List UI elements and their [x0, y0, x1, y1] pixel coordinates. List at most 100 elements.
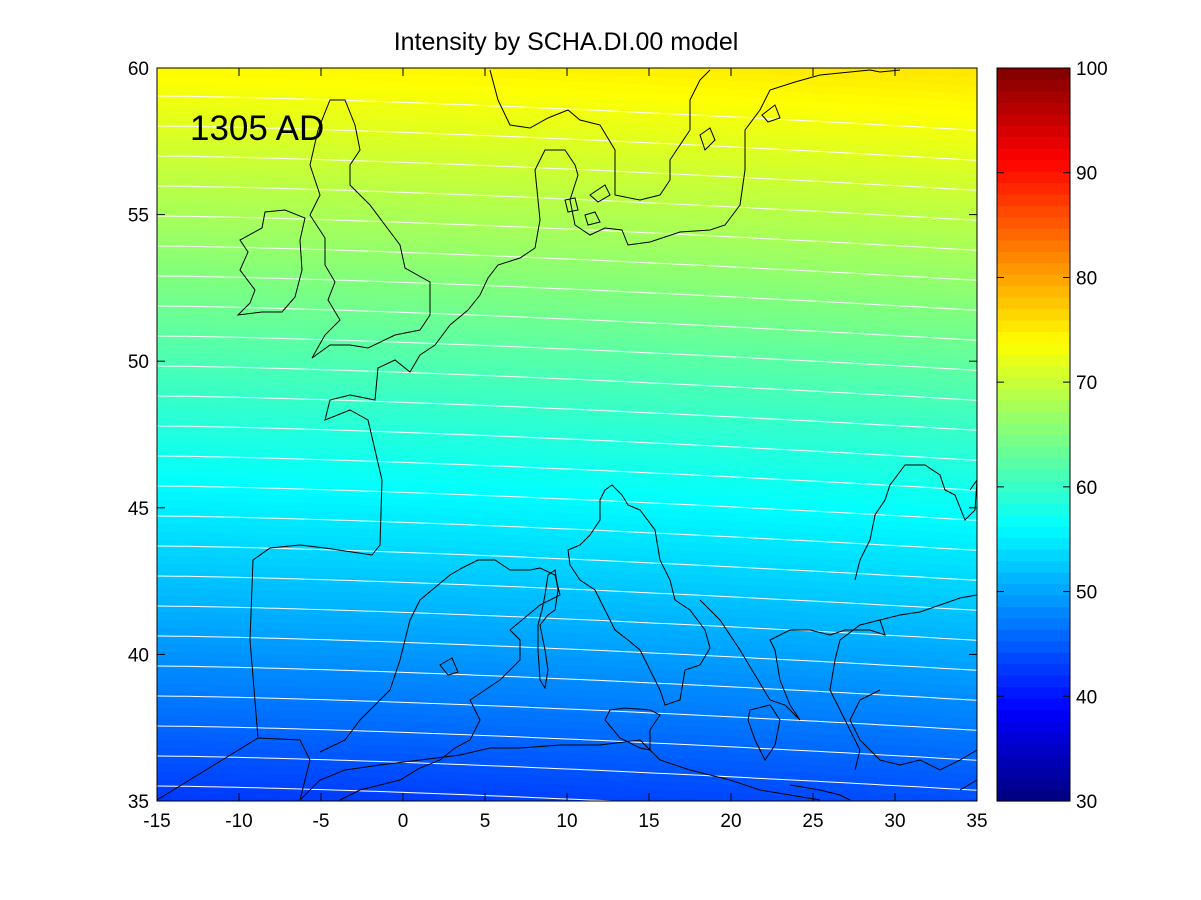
- colorbar-band: [997, 205, 1070, 218]
- colorbar-frame: [996, 67, 1071, 802]
- intensity-band: [420, 68, 977, 96]
- x-axis: -15 -10 -5 0 5 10 15 20 25 30 35: [143, 68, 988, 832]
- colorbar-band: [997, 640, 1070, 653]
- contour-line: [157, 335, 977, 371]
- colorbar-band: [997, 697, 1070, 710]
- contour-line: [157, 155, 977, 191]
- colorbar-band: [997, 468, 1070, 481]
- coastline-baltic-islands: [564, 104, 781, 226]
- colorbar-band: [997, 549, 1070, 562]
- coastline-sardinia-corsica: [537, 569, 559, 690]
- intensity-band: [157, 772, 885, 801]
- x-tick-label: 20: [720, 811, 741, 832]
- contour-line: [157, 275, 977, 311]
- colorbar-tick-label: 90: [1076, 164, 1097, 185]
- colorbar-band: [997, 434, 1070, 447]
- colorbar-band: [997, 239, 1070, 252]
- intensity-band: [157, 860, 977, 900]
- figure-title: Intensity by SCHA.DI.00 model: [394, 28, 739, 56]
- colorbar-band: [997, 90, 1070, 103]
- colorbar-band: [997, 365, 1070, 378]
- colorbar-band: [997, 732, 1070, 745]
- coastline-ireland: [236, 209, 306, 316]
- x-tick-label: 35: [966, 811, 987, 832]
- x-tick-label: -15: [143, 811, 170, 832]
- colorbar-band: [997, 285, 1070, 298]
- colorbar-bands: [997, 68, 1070, 802]
- colorbar-band: [997, 675, 1070, 688]
- x-tick-label: 25: [802, 811, 823, 832]
- colorbar-band: [997, 262, 1070, 275]
- colorbar-ticks: 30 40 50 60 70 80 90 100: [997, 59, 1108, 813]
- colorbar-band: [997, 159, 1070, 172]
- colorbar-band: [997, 503, 1070, 516]
- contour-line: [157, 125, 977, 161]
- colorbar-band: [997, 606, 1070, 619]
- coastlines: [157, 69, 977, 801]
- colorbar-band: [997, 377, 1070, 390]
- contour-line: [157, 305, 977, 341]
- contour-line: [157, 635, 977, 671]
- contour-lines: [157, 95, 977, 801]
- coastline-mainland-europe: [157, 69, 901, 801]
- y-axis: 35 40 45 50 55 60: [128, 59, 977, 813]
- colorbar-band: [997, 491, 1070, 504]
- colorbar-band: [997, 514, 1070, 527]
- colorbar-tick-label: 80: [1076, 268, 1097, 289]
- colorbar-band: [997, 720, 1070, 733]
- y-tick-label: 55: [128, 206, 149, 227]
- contour-line: [157, 95, 977, 131]
- coastline-great-britain: [309, 99, 431, 359]
- contour-line: [157, 215, 977, 251]
- colorbar-tick-label: 50: [1076, 583, 1097, 604]
- contour-line: [157, 605, 977, 641]
- y-tick-label: 60: [128, 59, 149, 80]
- colorbar-band: [997, 629, 1070, 642]
- coastline-black-sea-turkey: [849, 464, 977, 771]
- colorbar-band: [997, 400, 1070, 413]
- colorbar-band: [997, 755, 1070, 768]
- colorbar-band: [997, 297, 1070, 310]
- x-tick-label: 10: [556, 811, 577, 832]
- colorbar-band: [997, 68, 1070, 81]
- intensity-band: [157, 796, 365, 801]
- x-tick-label: 30: [884, 811, 905, 832]
- colorbar-band: [997, 652, 1070, 665]
- intensity-band: [773, 68, 977, 80]
- contour-line: [157, 665, 977, 701]
- x-tick-label: 0: [398, 811, 409, 832]
- colorbar-band: [997, 766, 1070, 779]
- contour-line: [157, 365, 977, 401]
- colorbar-band: [997, 423, 1070, 436]
- colorbar-band: [997, 778, 1070, 791]
- coastline-north-africa: [299, 739, 821, 801]
- colorbar-band: [997, 182, 1070, 195]
- colorbar-band: [997, 743, 1070, 756]
- colorbar-band: [997, 583, 1070, 596]
- colorbar-band: [997, 136, 1070, 149]
- x-tick-label: 15: [638, 811, 659, 832]
- contour-line: [157, 545, 977, 581]
- colorbar-band: [997, 79, 1070, 92]
- map-axes: -15 -10 -5 0 5 10 15 20 25 30 35 35 40 45 50 55 60 1305…: [128, 59, 988, 900]
- coastline-balearic: [439, 657, 459, 676]
- colorbar-band: [997, 319, 1070, 333]
- intensity-band: [157, 828, 977, 871]
- colorbar-tick-label: 40: [1076, 687, 1097, 708]
- colorbar-band: [997, 216, 1070, 229]
- colorbar-band: [997, 560, 1070, 573]
- colorbar-band: [997, 457, 1070, 470]
- intensity-band: [611, 68, 977, 88]
- colorbar-band: [997, 171, 1070, 184]
- contour-line: [157, 725, 977, 761]
- colorbar-band: [997, 686, 1070, 699]
- colorbar-band: [997, 331, 1070, 344]
- colorbar-tick-label: 70: [1076, 373, 1097, 394]
- colorbar-tick-label: 100: [1076, 59, 1108, 80]
- contour-line: [157, 755, 977, 791]
- colorbar-band: [997, 251, 1070, 264]
- contour-line: [157, 485, 977, 521]
- colorbar-band: [997, 342, 1070, 355]
- colorbar-band: [997, 709, 1070, 722]
- colorbar-band: [997, 789, 1070, 802]
